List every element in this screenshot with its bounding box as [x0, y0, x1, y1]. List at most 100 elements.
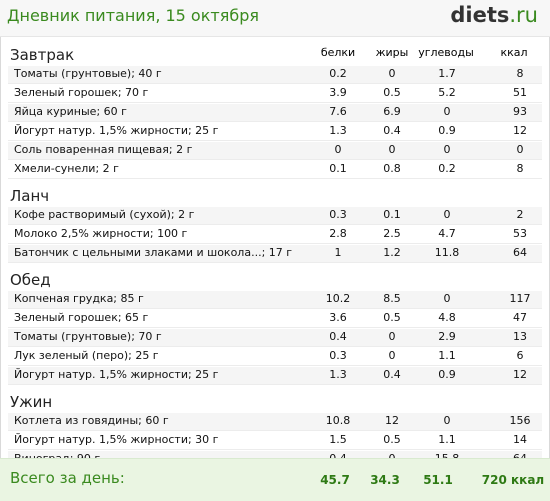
- fat-value: 0.5: [383, 433, 401, 446]
- food-row: Кофе растворимый (сухой); 2 г 0.3 0.1 0 2: [8, 207, 542, 225]
- protein-value: 2.8: [329, 227, 347, 240]
- food-name: Йогурт натур. 1,5% жирности; 25 г: [14, 124, 219, 137]
- food-name: Котлета из говядины; 60 г: [14, 414, 169, 427]
- protein-value: 0: [334, 143, 342, 156]
- food-row: Батончик с цельными злаками и шокола...;…: [8, 245, 542, 263]
- fat-value: 0.5: [383, 86, 401, 99]
- daily-total-label: Всего за день:: [10, 469, 125, 487]
- kcal-value: 6: [516, 349, 524, 362]
- meal-title: Обед: [10, 271, 51, 289]
- carbs-value: 11.8: [434, 246, 460, 259]
- kcal-value: 12: [513, 124, 527, 137]
- food-name: Йогурт натур. 1,5% жирности; 30 г: [14, 433, 219, 446]
- site-logo[interactable]: diets.ru: [450, 3, 538, 27]
- protein-value: 1.5: [329, 433, 347, 446]
- food-name: Зеленый горошек; 65 г: [14, 311, 149, 324]
- fat-value: 0: [388, 349, 396, 362]
- food-row: Соль поваренная пищевая; 2 г 0 0 0 0: [8, 142, 542, 160]
- protein-value: 0.1: [329, 162, 347, 175]
- food-row: Зеленый горошек; 70 г 3.9 0.5 5.2 51: [8, 85, 542, 103]
- fat-value: 0.8: [383, 162, 401, 175]
- fat-value: 0.1: [383, 208, 401, 221]
- food-name: Батончик с цельными злаками и шокола...;…: [14, 246, 293, 259]
- fat-value: 2.5: [383, 227, 401, 240]
- protein-value: 3.9: [329, 86, 347, 99]
- food-name: Яйца куриные; 60 г: [14, 105, 127, 118]
- food-row: Котлета из говядины; 60 г 10.8 12 0 156: [8, 413, 542, 431]
- logo-domain: .ru: [509, 3, 538, 27]
- total-fat: 34.3: [370, 473, 400, 487]
- carbs-value: 4.8: [438, 311, 456, 324]
- food-name: Кофе растворимый (сухой); 2 г: [14, 208, 195, 221]
- column-header-protein: белки: [320, 46, 356, 59]
- meal-title: Ужин: [10, 393, 53, 411]
- carbs-value: 4.7: [438, 227, 456, 240]
- carbs-value: 1.7: [438, 67, 456, 80]
- fat-value: 0.4: [383, 368, 401, 381]
- kcal-value: 13: [513, 330, 527, 343]
- total-protein: 45.7: [320, 473, 350, 487]
- fat-value: 0: [388, 67, 396, 80]
- protein-value: 0.3: [329, 349, 347, 362]
- food-name: Копченая грудка; 85 г: [14, 292, 144, 305]
- fat-value: 1.2: [383, 246, 401, 259]
- kcal-value: 47: [513, 311, 527, 324]
- kcal-value: 8: [516, 67, 524, 80]
- kcal-value: 51: [513, 86, 527, 99]
- kcal-value: 8: [516, 162, 524, 175]
- carbs-value: 2.9: [438, 330, 456, 343]
- meal-title: Ланч: [10, 187, 50, 205]
- carbs-value: 0.9: [438, 124, 456, 137]
- food-name: Хмели-сунели; 2 г: [14, 162, 119, 175]
- carbs-value: 1.1: [438, 433, 456, 446]
- kcal-value: 93: [513, 105, 527, 118]
- column-header-fat: жиры: [375, 46, 409, 59]
- carbs-value: 0.9: [438, 368, 456, 381]
- carbs-value: 0: [443, 105, 451, 118]
- food-name: Томаты (грунтовые); 70 г: [14, 330, 162, 343]
- kcal-value: 2: [516, 208, 524, 221]
- column-header-kcal: ккал: [500, 46, 528, 59]
- protein-value: 1.3: [329, 368, 347, 381]
- protein-value: 3.6: [329, 311, 347, 324]
- food-row: Копченая грудка; 85 г 10.2 8.5 0 117: [8, 291, 542, 309]
- food-name: Молоко 2,5% жирности; 100 г: [14, 227, 188, 240]
- carbs-value: 0: [443, 143, 451, 156]
- page-title: Дневник питания, 15 октября: [7, 6, 259, 25]
- fat-value: 0.5: [383, 311, 401, 324]
- food-name: Лук зеленый (перо); 25 г: [14, 349, 159, 362]
- column-header-carbs: углеводы: [418, 46, 474, 59]
- diary-content: Завтрак Томаты (грунтовые); 40 г 0.2 0 1.7 8 З…: [0, 44, 550, 475]
- protein-value: 1.3: [329, 124, 347, 137]
- food-row: Йогурт натур. 1,5% жирности; 25 г 1.3 0.4 0…: [8, 367, 542, 385]
- daily-total-bar: Всего за день: 45.7 34.3 51.1 720 ккал: [0, 458, 550, 501]
- meal-section: Ланч Кофе растворимый (сухой); 2 г 0.3 0.1 0…: [0, 185, 550, 263]
- food-row: Зеленый горошек; 65 г 3.6 0.5 4.8 47: [8, 310, 542, 328]
- total-carbs: 51.1: [423, 473, 453, 487]
- page-header: Дневник питания, 15 октября diets.ru: [0, 0, 550, 37]
- carbs-value: 0: [443, 208, 451, 221]
- logo-main: diets: [450, 3, 510, 27]
- total-kcal: 720 ккал: [481, 473, 545, 487]
- kcal-value: 64: [513, 246, 527, 259]
- meal-section: Обед Копченая грудка; 85 г 10.2 8.5 0 117 Зеле…: [0, 269, 550, 385]
- fat-value: 6.9: [383, 105, 401, 118]
- food-row: Йогурт натур. 1,5% жирности; 30 г 1.5 0.5 1…: [8, 432, 542, 450]
- meal-title: Завтрак: [10, 46, 75, 64]
- food-row: Томаты (грунтовые); 70 г 0.4 0 2.9 13: [8, 329, 542, 347]
- food-row: Хмели-сунели; 2 г 0.1 0.8 0.2 8: [8, 161, 542, 179]
- kcal-value: 0: [516, 143, 524, 156]
- food-name: Соль поваренная пищевая; 2 г: [14, 143, 193, 156]
- food-row: Молоко 2,5% жирности; 100 г 2.8 2.5 4.7 53: [8, 226, 542, 244]
- kcal-value: 12: [513, 368, 527, 381]
- fat-value: 0: [388, 330, 396, 343]
- food-name: Зеленый горошек; 70 г: [14, 86, 149, 99]
- food-row: Лук зеленый (перо); 25 г 0.3 0 1.1 6: [8, 348, 542, 366]
- protein-value: 10.8: [325, 414, 351, 427]
- meal-section: Завтрак Томаты (грунтовые); 40 г 0.2 0 1.7 8 З…: [0, 44, 550, 179]
- food-name: Йогурт натур. 1,5% жирности; 25 г: [14, 368, 219, 381]
- kcal-value: 14: [513, 433, 527, 446]
- carbs-value: 0.2: [438, 162, 456, 175]
- fat-value: 12: [385, 414, 399, 427]
- carbs-value: 1.1: [438, 349, 456, 362]
